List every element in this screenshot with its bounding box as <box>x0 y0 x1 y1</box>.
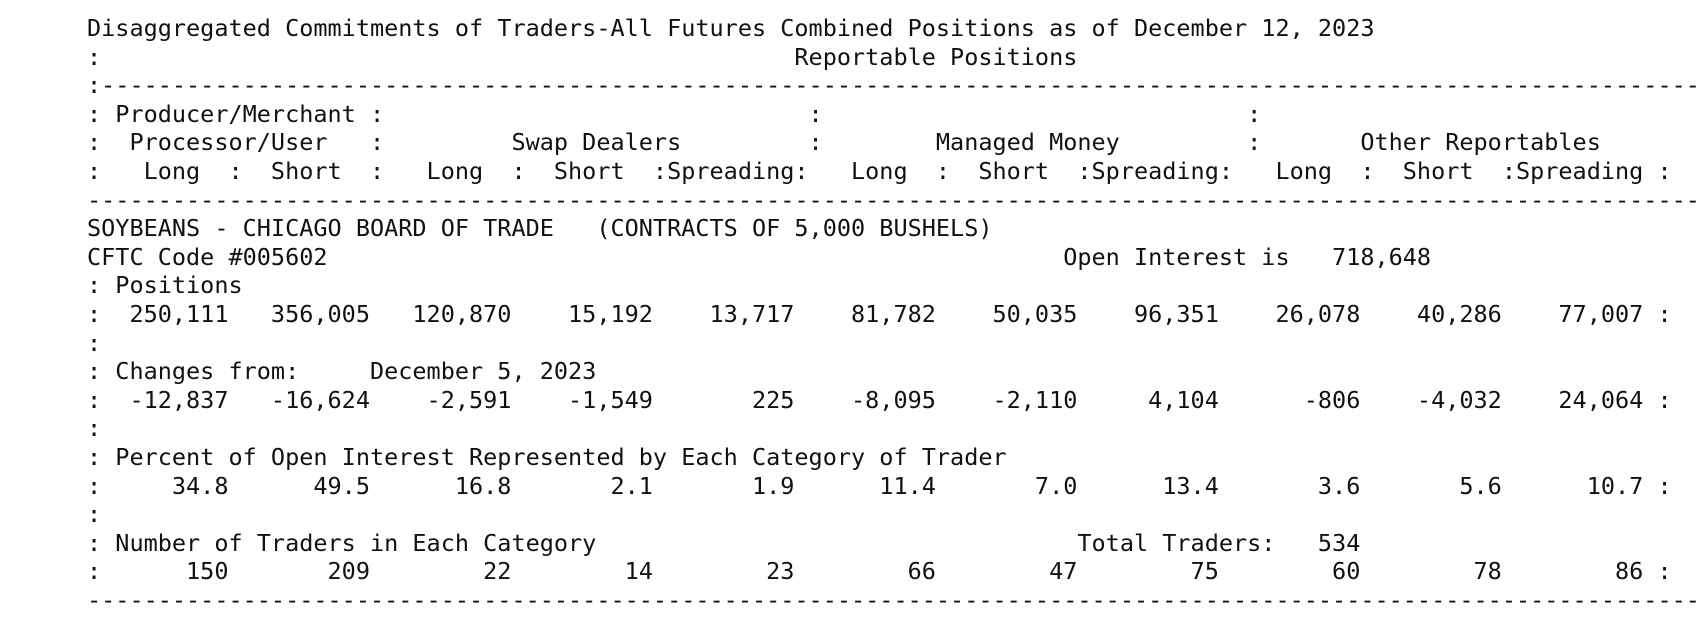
column-group-header-row-1: : Producer/Merchant : : : : <box>87 99 1700 128</box>
table-divider: ----------------------------------------… <box>87 185 1700 214</box>
positions-label: : Positions : <box>87 271 1700 300</box>
positions-values-row: : 250,111 356,005 120,870 15,192 13,717 … <box>87 299 1672 328</box>
number-of-traders-label: : Number of Traders in Each Category Tot… <box>87 528 1700 557</box>
traders-values-row: : 150 209 22 14 23 66 47 75 60 78 86 : <box>87 557 1672 586</box>
spacer-row: : : <box>87 328 1700 357</box>
column-header-row: : Long : Short : Long : Short :Spreading… <box>87 156 1672 185</box>
spacer-row: : : <box>87 414 1700 443</box>
cot-report: Disaggregated Commitments of Traders-All… <box>87 14 1700 614</box>
percent-values-row: : 34.8 49.5 16.8 2.1 1.9 11.4 7.0 13.4 3… <box>87 471 1672 500</box>
percent-open-interest-label: : Percent of Open Interest Represented b… <box>87 442 1700 471</box>
cftc-code-open-interest: CFTC Code #005602 Open Interest is 718,6… <box>87 242 1700 271</box>
column-group-header-row-2: : Processor/User : Swap Dealers : Manage… <box>87 128 1700 157</box>
changes-from-label: : Changes from: December 5, 2023 : <box>87 357 1700 386</box>
bottom-divider: ----------------------------------------… <box>87 585 1700 614</box>
report-title: Disaggregated Commitments of Traders-All… <box>87 14 1375 42</box>
spacer-row: : : <box>87 500 1700 529</box>
section-header-reportable-positions: : Reportable Positions : <box>87 42 1700 71</box>
changes-values-row: : -12,837 -16,624 -2,591 -1,549 225 -8,0… <box>87 385 1672 414</box>
header-divider: :---------------------------------------… <box>87 71 1700 100</box>
commodity-title: SOYBEANS - CHICAGO BOARD OF TRADE (CONTR… <box>87 214 1700 243</box>
